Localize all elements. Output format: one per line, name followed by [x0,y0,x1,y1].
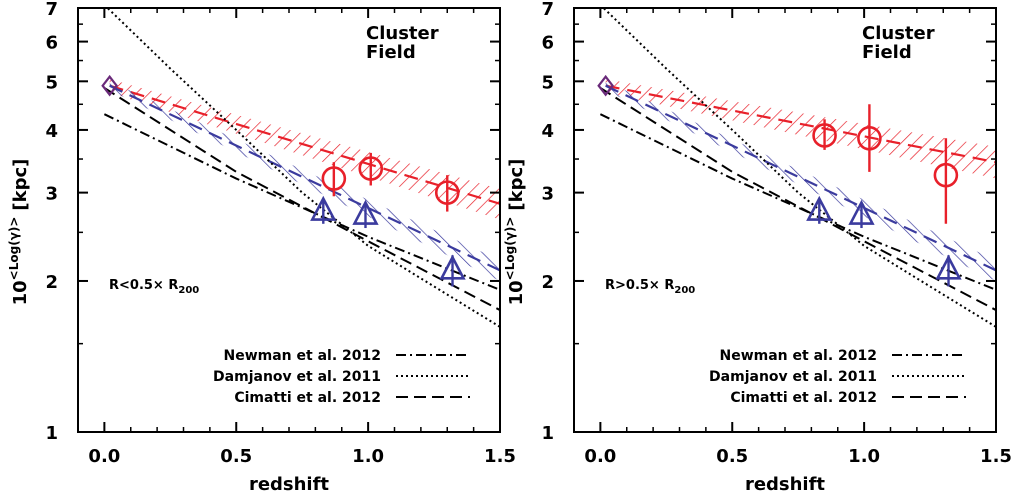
y-axis-label-unit: [kpc] [506,159,527,211]
y-tick-label: 5 [45,72,58,93]
cluster-fit-line [605,84,996,164]
cluster-point [812,123,837,148]
cluster-point [857,125,882,151]
field-fit-band [109,81,500,281]
panel-label-subscript: 200 [674,285,695,296]
y-axis-label-exponent: <Log(γ)> [503,217,517,281]
line-dashdot [599,113,996,291]
y-tick-label: 6 [541,33,554,54]
y-axis-label: 10<Log(γ)> [kpc] [503,159,527,306]
plot-area [599,8,996,328]
panel-label: R>0.5× R200 [605,278,695,296]
legend-dotted-label: Damjanov et al. 2011 [709,369,877,385]
field-fit-line [109,84,500,272]
line-dashed [103,87,500,311]
field-point [935,254,962,280]
y-tick-label: 2 [45,272,58,293]
x-tick-label: 1.0 [848,446,880,467]
y-tick-label: 7 [541,0,554,20]
legend-cluster: Cluster [862,23,935,44]
legend-dashdot-label: Newman et al. 2012 [224,348,382,364]
line-dotted [106,8,500,328]
legend-dashdot-label: Newman et al. 2012 [720,348,878,364]
legend-field: Field [862,42,912,63]
y-axis-label-exponent: <Log(γ)> [7,217,21,281]
x-tick-label: 0.0 [88,446,120,467]
panel-label: R<0.5× R200 [109,278,199,296]
x-tick-label: 0.5 [716,446,748,467]
field-fit-band [605,81,996,281]
y-tick-label: 3 [541,184,554,205]
cluster-point [358,156,384,181]
y-axis-label-base: 10 [506,280,527,305]
panel-label-main: R<0.5× R [109,278,178,293]
y-tick-label: 7 [45,0,58,20]
plot-area [103,8,500,328]
legend-field: Field [366,42,416,63]
field-point [806,195,833,221]
field-point [848,199,875,225]
line-dotted [602,8,996,328]
legend-dashed-label: Cimatti et al. 2012 [730,390,877,406]
x-tick-label: 0.0 [584,446,616,467]
panel-label-subscript: 200 [178,285,199,296]
x-tick-label: 1.0 [352,446,384,467]
cluster-fit-line [109,84,500,205]
y-tick-label: 4 [541,121,554,142]
y-tick-label: 2 [541,272,554,293]
field-fit-line [605,84,996,272]
x-tick-label: 0.5 [220,446,252,467]
y-tick-label: 1 [541,423,554,444]
line-dashdot [103,113,500,291]
legend-cluster: Cluster [366,23,439,44]
y-axis-label-unit: [kpc] [10,159,31,211]
local-point [101,74,119,97]
left-panel: 0.0 0.5 1.0 1.51234567redshift10<Log(γ)>[kp… [7,0,516,495]
x-axis-label: redshift [745,474,825,495]
local-point [597,74,615,97]
cluster-point [933,162,959,188]
cluster-fit-band [109,79,500,220]
y-axis-label-base: 10 [10,280,31,305]
legend-dashed-label: Cimatti et al. 2012 [234,390,381,406]
y-tick-label: 1 [45,423,58,444]
y-tick-label: 5 [541,72,554,93]
x-tick-label: 1.5 [484,446,516,467]
right-panel: 0.0 0.5 1.0 1.5 1 2 3 4 5 6 7 redshift 10<Log(γ)> [kp… [503,0,1012,495]
cluster-point [321,166,347,191]
y-tick-label: 4 [45,121,58,142]
field-point [310,195,337,221]
cluster-point [434,180,460,205]
y-tick-label: 6 [45,33,58,54]
x-tick-label: 1.5 [980,446,1012,467]
y-tick-label: 3 [45,184,58,205]
y-axis-label: 10<Log(γ)> [kpc] [7,159,31,306]
field-point [439,254,466,280]
x-axis-label: redshift [249,474,329,495]
field-point [352,199,379,225]
panel-label-main: R>0.5× R [605,278,674,293]
line-dashed [599,87,996,311]
legend-dotted-label: Damjanov et al. 2011 [213,369,381,385]
